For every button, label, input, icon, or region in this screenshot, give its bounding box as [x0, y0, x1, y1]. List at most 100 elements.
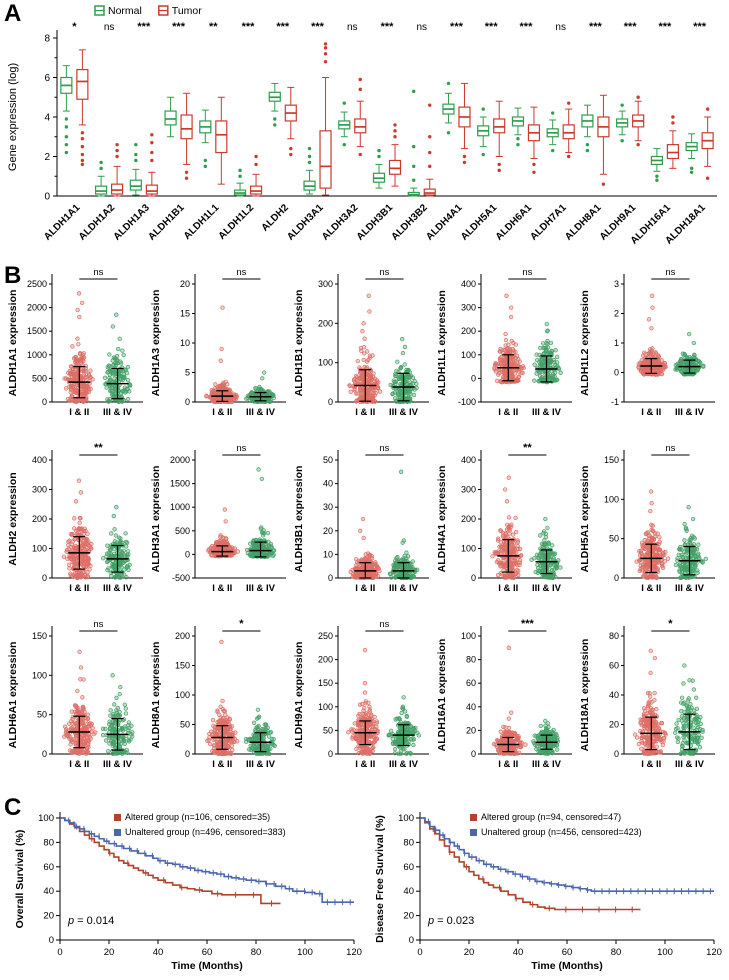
- svg-text:***: ***: [589, 21, 603, 33]
- svg-text:III & IV: III & IV: [532, 407, 562, 418]
- svg-text:***: ***: [624, 21, 638, 33]
- svg-text:Normal: Normal: [108, 5, 142, 17]
- scatter-plot-ALDH1L1: -100 0 100 200 300 400 ALDH1L1 expression ns I &…: [436, 267, 572, 418]
- svg-text:ns: ns: [555, 22, 566, 33]
- svg-text:*: *: [72, 21, 77, 33]
- svg-text:ALDH7A1: ALDH7A1: [528, 202, 569, 243]
- svg-text:0: 0: [42, 573, 47, 583]
- svg-text:400: 400: [32, 455, 47, 465]
- svg-text:***: ***: [485, 21, 499, 33]
- svg-text:2000: 2000: [27, 303, 47, 313]
- scatter-plot-ALDH5A1: 0 50 100 150 ALDH5A1 expression ns I & II III &…: [579, 443, 715, 594]
- svg-text:150: 150: [175, 661, 190, 671]
- svg-text:ALDH1L2: ALDH1L2: [217, 202, 257, 242]
- svg-text:0: 0: [185, 749, 190, 759]
- svg-text:0: 0: [614, 368, 619, 378]
- svg-text:**: **: [209, 21, 218, 33]
- svg-text:1000: 1000: [27, 350, 47, 360]
- svg-text:III & IV: III & IV: [675, 583, 705, 594]
- svg-text:0: 0: [328, 397, 333, 407]
- panel-a-label: A: [4, 0, 22, 27]
- svg-text:3: 3: [614, 279, 619, 289]
- svg-text:100: 100: [318, 358, 333, 368]
- svg-text:***: ***: [137, 21, 151, 33]
- svg-text:1000: 1000: [170, 502, 190, 512]
- svg-text:20: 20: [180, 279, 190, 289]
- scatter-plot-ALDH3A1: -500 0 500 1000 1500 2000 ALDH3A1 expression ns…: [150, 443, 286, 594]
- svg-text:ALDH1L1: ALDH1L1: [182, 202, 222, 242]
- svg-text:I & II: I & II: [355, 407, 375, 418]
- svg-text:2500: 2500: [27, 279, 47, 289]
- svg-text:*: *: [239, 618, 244, 630]
- svg-text:2000: 2000: [170, 455, 190, 465]
- svg-text:150: 150: [604, 455, 619, 465]
- svg-text:Tumor: Tumor: [172, 5, 202, 17]
- svg-text:ALDH8A1: ALDH8A1: [563, 202, 604, 243]
- svg-text:***: ***: [242, 21, 256, 33]
- svg-text:300: 300: [318, 279, 333, 289]
- svg-text:I & II: I & II: [641, 407, 661, 418]
- svg-text:400: 400: [461, 455, 476, 465]
- svg-text:6: 6: [44, 73, 50, 84]
- svg-text:III & IV: III & IV: [389, 407, 419, 418]
- svg-text:0: 0: [614, 573, 619, 583]
- svg-text:-1: -1: [611, 397, 619, 407]
- svg-text:ALDH3A1 expression: ALDH3A1 expression: [150, 466, 162, 573]
- svg-text:ALDH5A1 expression: ALDH5A1 expression: [579, 466, 591, 573]
- svg-text:0: 0: [185, 549, 190, 559]
- svg-text:ALDH4A1: ALDH4A1: [424, 202, 465, 243]
- svg-text:I & II: I & II: [498, 407, 518, 418]
- svg-text:ns: ns: [236, 443, 246, 454]
- svg-text:0: 0: [471, 573, 476, 583]
- svg-text:100: 100: [461, 544, 476, 554]
- svg-text:100: 100: [32, 544, 47, 554]
- svg-text:4: 4: [44, 113, 50, 124]
- svg-text:ALDH3B1 expression: ALDH3B1 expression: [293, 466, 305, 573]
- panel-b-label: B: [4, 262, 22, 289]
- scatter-plot-ALDH3B1: 0 10 20 30 40 50 ALDH3B1 expression ns I & II III…: [293, 443, 429, 594]
- scatter-plot-ALDH1B1: 0 100 200 300 ALDH1B1 expression ns I & II III …: [293, 267, 429, 418]
- svg-text:ALDH4A1 expression: ALDH4A1 expression: [436, 466, 448, 573]
- svg-text:ns: ns: [522, 267, 532, 278]
- panel-b-scatter-grid: 0 500 1000 1500 2000 2500 ALDH1A1 expression ns…: [6, 260, 720, 788]
- svg-text:200: 200: [318, 318, 333, 328]
- panel-a-boxplot: 0 2 4 6 8 Gene expression (log) Normal Tumor * AL…: [7, 5, 717, 247]
- svg-text:ns: ns: [665, 267, 675, 278]
- svg-text:50: 50: [37, 710, 47, 720]
- svg-text:50: 50: [180, 720, 190, 730]
- scatter-plot-ALDH2: 0 100 200 300 400 ALDH2 expression ** I & II III…: [7, 442, 143, 594]
- svg-text:400: 400: [461, 279, 476, 289]
- svg-text:5: 5: [185, 368, 190, 378]
- svg-text:1500: 1500: [27, 326, 47, 336]
- svg-text:I & II: I & II: [212, 407, 232, 418]
- panel-c-survival-row: 0 20 40 60 80 100 0 20 40 60 80 100 120 Time (Months)…: [10, 792, 722, 980]
- svg-text:ns: ns: [416, 22, 427, 33]
- svg-text:III & IV: III & IV: [246, 583, 276, 594]
- svg-text:15: 15: [180, 309, 190, 319]
- svg-text:***: ***: [450, 21, 464, 33]
- svg-text:50: 50: [323, 455, 333, 465]
- svg-text:I & II: I & II: [355, 583, 375, 594]
- svg-text:***: ***: [658, 21, 672, 33]
- svg-text:ns: ns: [379, 267, 389, 278]
- svg-text:0: 0: [44, 192, 50, 203]
- svg-text:200: 200: [461, 514, 476, 524]
- svg-text:100: 100: [461, 350, 476, 360]
- svg-text:0: 0: [42, 749, 47, 759]
- svg-text:***: ***: [693, 21, 707, 33]
- svg-text:30: 30: [323, 502, 333, 512]
- svg-text:ns: ns: [379, 443, 389, 454]
- svg-text:50: 50: [609, 534, 619, 544]
- svg-text:100: 100: [604, 494, 619, 504]
- svg-text:ALDH6A1 expression: ALDH6A1 expression: [7, 642, 19, 749]
- svg-text:ALDH1A1: ALDH1A1: [42, 202, 83, 243]
- svg-text:ns: ns: [104, 22, 115, 33]
- svg-text:ALDH1A1 expression: ALDH1A1 expression: [7, 290, 19, 397]
- svg-text:I & II: I & II: [69, 407, 89, 418]
- svg-text:III & IV: III & IV: [103, 407, 133, 418]
- svg-text:ns: ns: [347, 22, 358, 33]
